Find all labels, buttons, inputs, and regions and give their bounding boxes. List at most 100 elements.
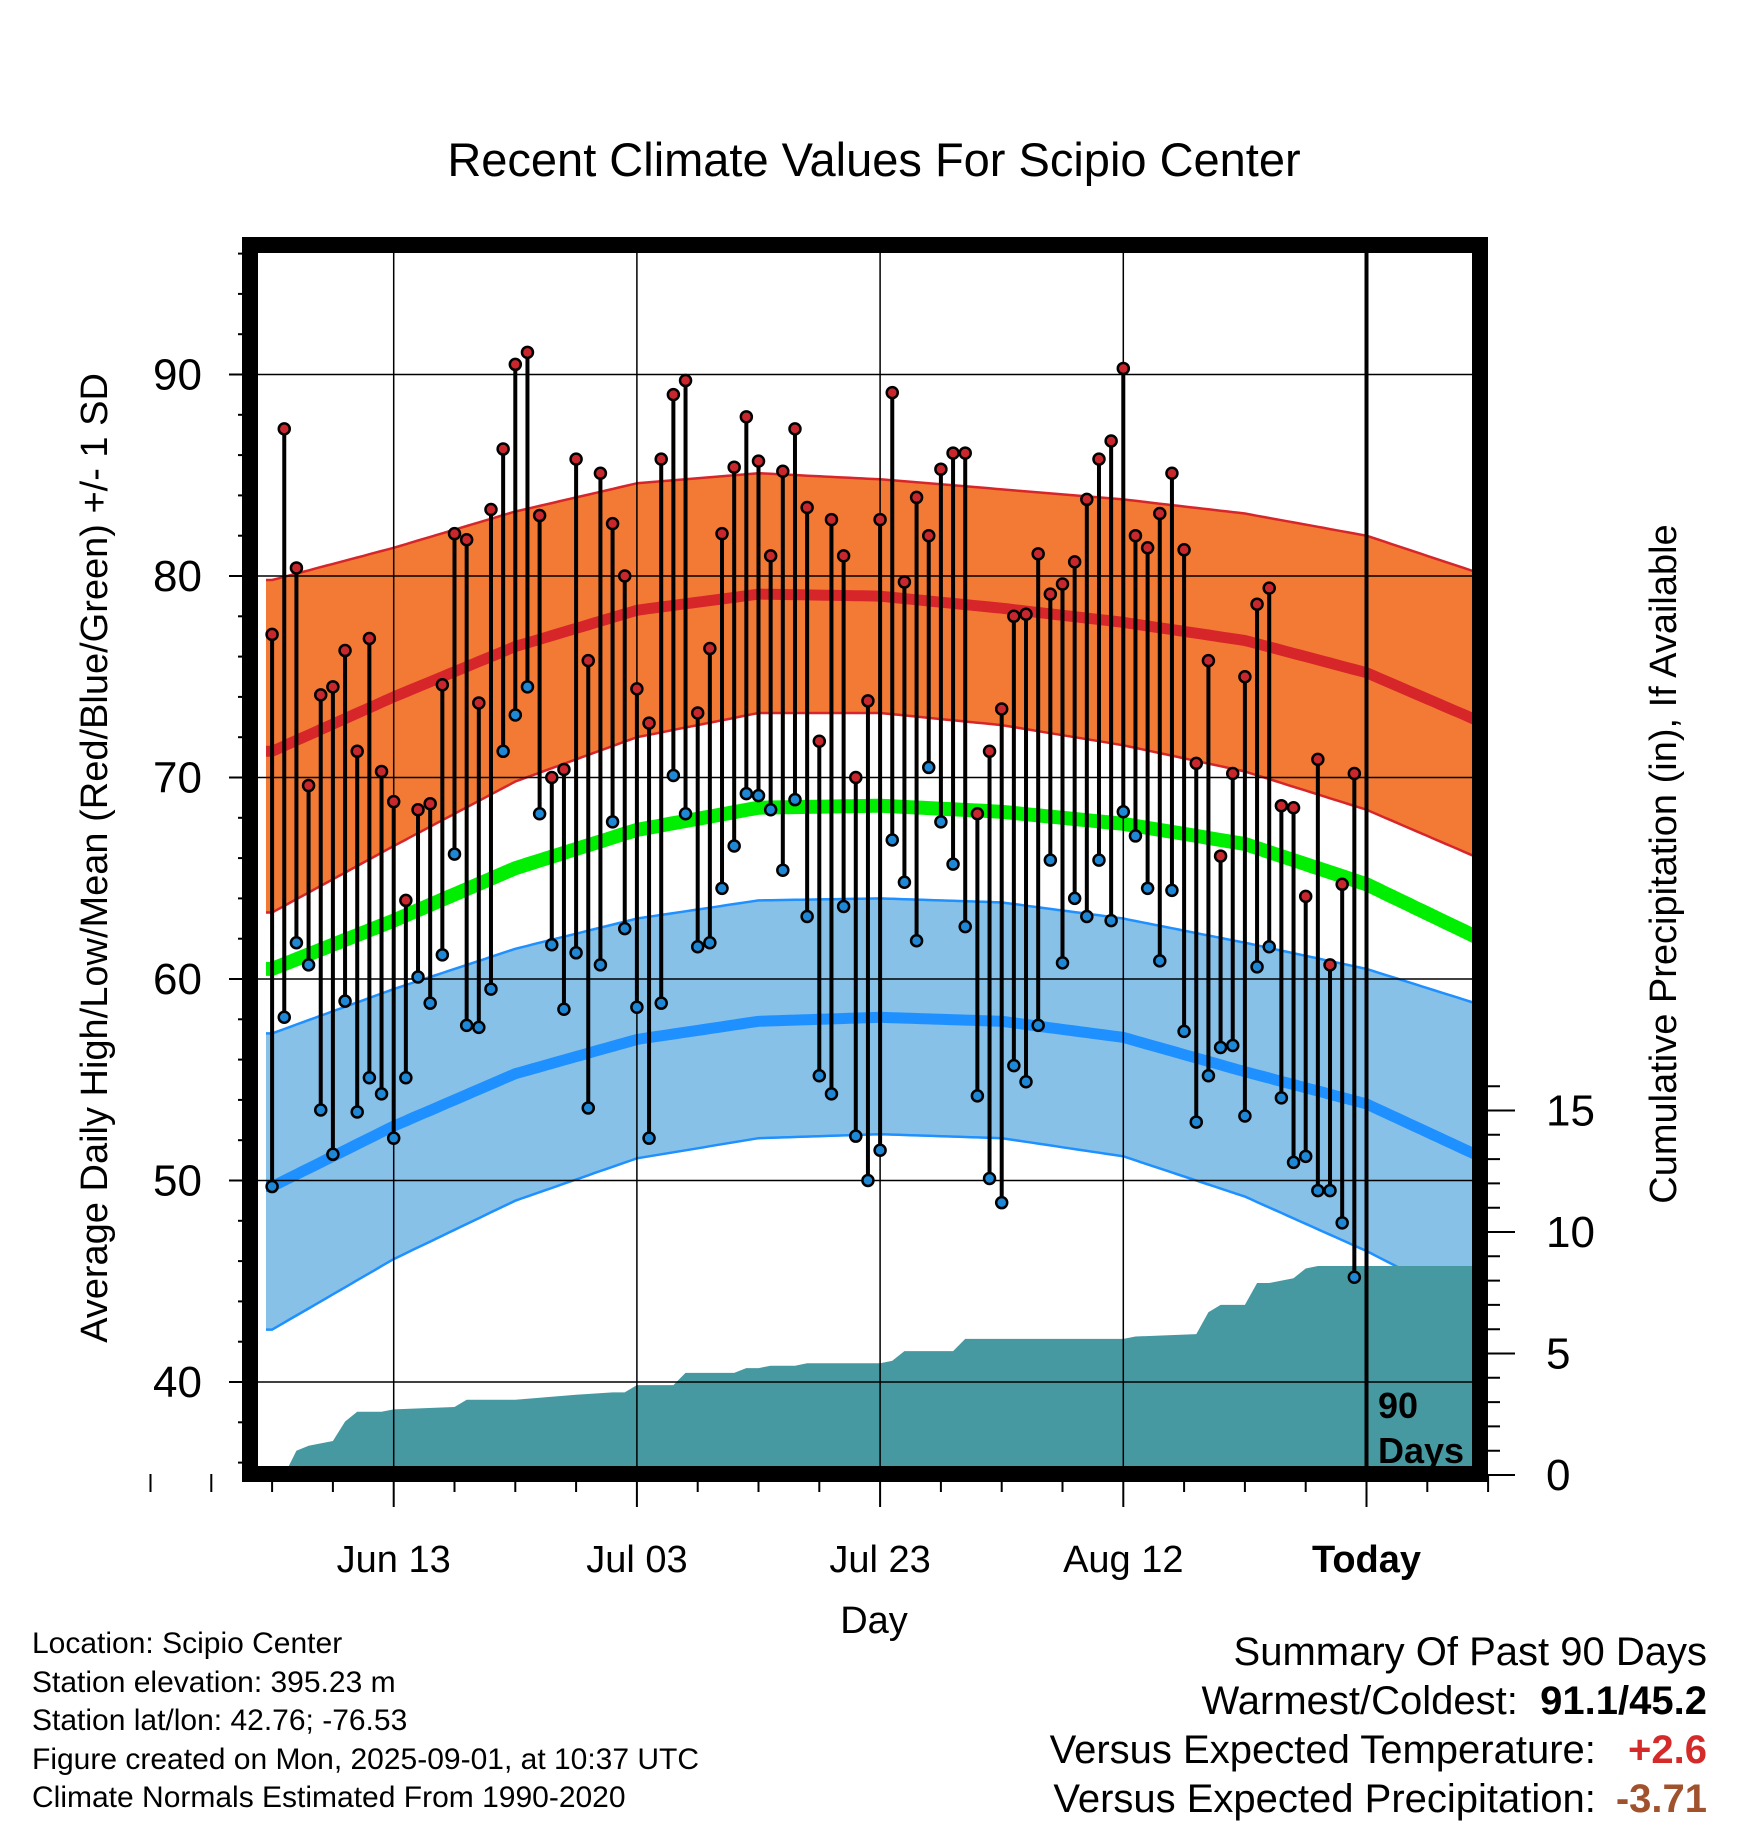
- daily-high-point: [1201, 653, 1216, 668]
- warm-cold-value: 91.1/45.2: [1540, 1679, 1707, 1723]
- daily-low-point: [1177, 1024, 1191, 1039]
- daily-low-point: [1019, 1075, 1033, 1089]
- daily-high-point: [934, 462, 948, 476]
- daily-high-point: [593, 466, 608, 480]
- warm-cold-label: Warmest/Coldest:: [1201, 1679, 1518, 1723]
- daily-high-point: [982, 744, 997, 759]
- station-latlon: Station lat/lon: 42.76; -76.53: [32, 1704, 408, 1737]
- x-tick-label: Today: [1312, 1539, 1421, 1581]
- daily-low-point: [836, 899, 851, 914]
- daily-high-point: [277, 422, 292, 436]
- daily-high-point: [1347, 766, 1362, 781]
- daily-high-point: [399, 893, 413, 908]
- daily-low-point: [386, 1131, 401, 1145]
- daily-low-point: [1043, 853, 1058, 867]
- daily-high-point: [447, 526, 462, 541]
- daily-low-point: [605, 815, 620, 829]
- daily-stems: [265, 345, 1362, 1284]
- daily-low-point: [1323, 1183, 1337, 1198]
- daily-high-point: [788, 422, 802, 436]
- summary-temp: Versus Expected Temperature: +2.6: [1050, 1726, 1707, 1775]
- daily-high-point: [362, 631, 377, 646]
- temp-label: Versus Expected Temperature:: [1049, 1728, 1596, 1772]
- daily-high-point: [374, 764, 389, 779]
- daily-high-point: [1250, 597, 1264, 611]
- x-tick-label: Aug 12: [1063, 1539, 1183, 1581]
- daily-low-point: [921, 760, 936, 775]
- daily-low-point: [435, 948, 450, 962]
- daily-low-point: [545, 937, 559, 952]
- daily-low-point: [1201, 1068, 1216, 1083]
- daily-high-point: [690, 706, 705, 720]
- daily-high-point: [1262, 581, 1276, 595]
- x-tick-label: Jul 23: [829, 1539, 930, 1581]
- y-tick-label: 80: [153, 552, 202, 601]
- daily-low-point: [885, 833, 900, 847]
- daily-low-point: [630, 1000, 644, 1014]
- daily-high-point: [313, 688, 328, 702]
- daily-high-point: [654, 452, 668, 466]
- daily-high-point: [1189, 756, 1204, 771]
- daily-high-point: [1128, 528, 1143, 543]
- daily-high-point: [812, 734, 827, 748]
- high-sd-band: [266, 473, 1480, 913]
- summary-precip: Versus Expected Precipitation: -3.71: [1050, 1775, 1707, 1824]
- daily-high-point: [1286, 800, 1301, 815]
- daily-high-point: [301, 778, 316, 793]
- daily-low-point: [1238, 1109, 1252, 1123]
- daily-high-point: [715, 526, 729, 541]
- y2-tick-label: 15: [1546, 1087, 1595, 1136]
- daily-low-point: [1262, 940, 1276, 954]
- daily-low-point: [581, 1101, 596, 1115]
- y-tick-label: 40: [153, 1358, 202, 1407]
- daily-high-point: [350, 744, 364, 759]
- daily-low-point: [824, 1087, 839, 1101]
- daily-high-point: [630, 682, 644, 696]
- daily-low-point: [277, 1010, 292, 1025]
- daily-high-point: [873, 512, 887, 527]
- daily-high-point: [909, 490, 924, 505]
- daily-low-point: [1311, 1183, 1325, 1198]
- daily-high-point: [1104, 434, 1118, 448]
- daily-low-point: [1213, 1040, 1228, 1055]
- daily-high-point: [532, 508, 547, 523]
- y-tick-label: 90: [153, 351, 202, 400]
- y-tick-label: 60: [153, 955, 202, 1004]
- daily-low-point: [849, 1129, 863, 1143]
- daily-high-point: [386, 794, 401, 809]
- precipitation-area: [284, 1266, 1480, 1474]
- daily-high-point: [557, 762, 571, 777]
- daily-high-point: [800, 500, 814, 515]
- daily-low-point: [532, 807, 547, 821]
- daily-low-point: [374, 1087, 389, 1101]
- daily-high-point: [1177, 543, 1191, 557]
- low-sd-band-lower-edge: [266, 1132, 1480, 1331]
- daily-high-point: [849, 770, 863, 785]
- daily-high-point: [763, 549, 778, 563]
- daily-high-point: [739, 410, 754, 424]
- daily-low-point: [763, 802, 778, 817]
- station-elevation: Station elevation: 395.23 m: [32, 1665, 396, 1699]
- daily-high-point: [1335, 877, 1349, 892]
- daily-low-point: [788, 792, 802, 807]
- daily-high-point: [435, 678, 450, 692]
- daily-low-point: [362, 1070, 377, 1085]
- daily-low-point: [776, 863, 790, 877]
- precip-anomaly-value: -3.71: [1615, 1777, 1707, 1821]
- daily-high-point: [921, 528, 936, 543]
- summary-panel: Summary Of Past 90 Days Warmest/Coldest:…: [1050, 1628, 1707, 1824]
- y2-tick-label: 5: [1546, 1330, 1570, 1379]
- daily-high-point: [508, 357, 523, 372]
- daily-low-point: [800, 909, 814, 924]
- daily-low-point: [1286, 1155, 1301, 1170]
- daily-high-point: [836, 549, 851, 563]
- y-axis-label: Average Daily High/Low/Mean (Red/Blue/Gr…: [74, 373, 116, 1343]
- daily-high-point: [1055, 577, 1070, 591]
- daily-low-point: [946, 857, 960, 871]
- y2-tick-label: 0: [1546, 1451, 1570, 1500]
- daily-low-point: [970, 1089, 985, 1103]
- x-tick-label: Jun 13: [337, 1539, 451, 1581]
- daily-low-point: [326, 1147, 340, 1162]
- daily-low-point: [1274, 1091, 1289, 1105]
- x-tick-label: Jul 03: [586, 1539, 687, 1581]
